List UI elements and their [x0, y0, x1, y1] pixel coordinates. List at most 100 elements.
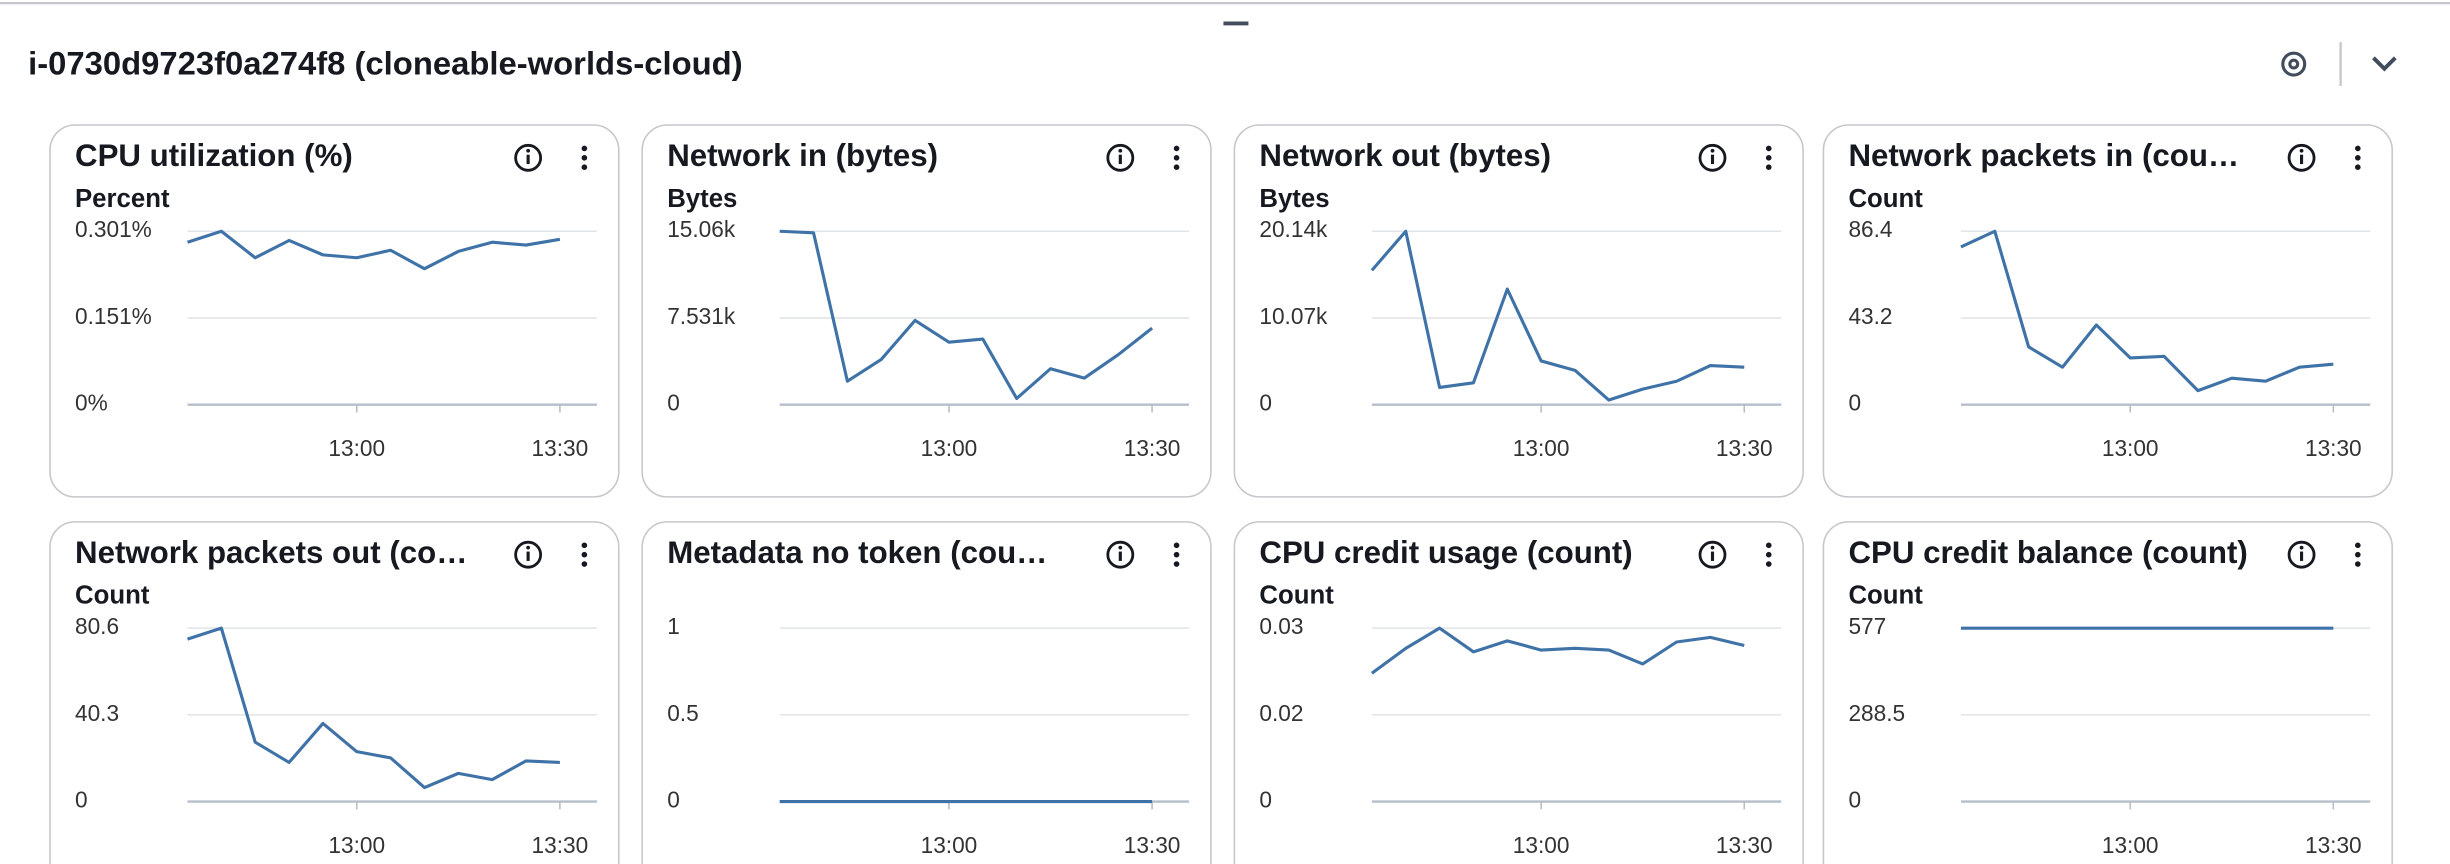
menu-button[interactable]: [581, 145, 588, 170]
info-icon: [2299, 545, 2304, 550]
menu-dot: [1173, 164, 1180, 170]
widget-card: [1822, 521, 2393, 864]
info-button[interactable]: [1698, 143, 1727, 172]
menu-dot: [1173, 155, 1180, 161]
y-tick-label: 0: [667, 390, 680, 416]
collapse-button[interactable]: [2372, 56, 2397, 72]
widget-card: [1233, 521, 1804, 864]
x-tick-label: 13:30: [532, 832, 589, 858]
menu-button[interactable]: [2355, 542, 2361, 567]
info-icon: [526, 545, 530, 550]
info-icon: [1106, 540, 1135, 569]
info-button[interactable]: [1698, 540, 1727, 569]
y-tick-label: 0: [667, 787, 680, 813]
menu-dot: [581, 542, 588, 549]
y-tick-label: 15.06k: [667, 216, 736, 242]
x-tick-label: 13:30: [1124, 435, 1181, 461]
y-tick-label: 43.2: [1848, 303, 1892, 329]
y-tick-label: 0.02: [1259, 700, 1303, 726]
y-tick-label: 7.531k: [667, 303, 736, 329]
info-icon: [1118, 545, 1123, 550]
menu-dot: [1173, 542, 1180, 549]
x-tick-label: 13:30: [2305, 832, 2362, 858]
data-line: [1960, 229, 2334, 393]
menu-button[interactable]: [2355, 145, 2361, 170]
info-button[interactable]: [1106, 143, 1135, 172]
x-tick-label: 13:00: [1513, 435, 1570, 461]
x-tick-label: 13:00: [2102, 832, 2159, 858]
info-button[interactable]: [514, 540, 543, 569]
widget-title: Network out (bytes): [1259, 138, 1551, 173]
info-button[interactable]: [2287, 540, 2316, 569]
widget-title: CPU utilization (%): [75, 138, 353, 173]
menu-button[interactable]: [1173, 145, 1180, 170]
y-tick-label: 1: [667, 613, 680, 639]
unit-label: Percent: [75, 185, 170, 213]
info-icon: [1118, 148, 1123, 153]
menu-dot: [1765, 164, 1772, 170]
x-tick-label: 13:30: [532, 435, 589, 461]
unit-label: Bytes: [1259, 185, 1329, 213]
data-line: [187, 626, 560, 790]
info-icon: [1698, 143, 1727, 172]
x-tick-label: 13:30: [1716, 435, 1773, 461]
x-tick-label: 13:00: [1513, 832, 1570, 858]
widget-title: CPU credit balance (count): [1848, 535, 2247, 570]
data-line: [779, 229, 1154, 401]
info-icon: [1698, 540, 1727, 569]
widget-card: [49, 521, 620, 864]
y-tick-label: 20.14k: [1259, 216, 1328, 242]
info-icon: [526, 148, 530, 153]
info-icon: [2287, 143, 2316, 172]
menu-dot: [581, 561, 588, 567]
info-icon: [2287, 540, 2316, 569]
y-tick-label: 0: [1848, 787, 1861, 813]
widget-title: Network in (bytes): [667, 138, 938, 173]
y-tick-label: 80.6: [75, 613, 119, 639]
widget-title: CPU credit usage (count): [1259, 535, 1632, 570]
menu-dot: [581, 155, 588, 161]
menu-dot: [2355, 561, 2361, 567]
y-tick-label: 0%: [75, 390, 108, 416]
y-tick-label: 0.151%: [75, 303, 152, 329]
y-tick-label: 0: [75, 787, 88, 813]
settings-button[interactable]: [2281, 51, 2307, 77]
x-tick-label: 13:30: [1716, 832, 1773, 858]
y-tick-label: 0: [1848, 390, 1861, 416]
info-button[interactable]: [514, 143, 543, 172]
info-icon: [1710, 545, 1715, 550]
x-tick-label: 13:00: [921, 832, 978, 858]
x-tick-label: 13:00: [328, 435, 385, 461]
menu-dot: [2355, 551, 2361, 558]
menu-dot: [1765, 155, 1772, 161]
menu-dot: [1173, 561, 1180, 567]
x-tick-label: 13:30: [2305, 435, 2362, 461]
y-tick-label: 0.301%: [75, 216, 152, 242]
menu-dot: [1765, 561, 1772, 567]
menu-button[interactable]: [1173, 542, 1180, 567]
x-tick-label: 13:00: [921, 435, 978, 461]
info-icon: [514, 143, 543, 172]
info-icon: [2299, 148, 2304, 153]
widget-card: [641, 521, 1212, 864]
unit-label: Bytes: [667, 185, 737, 213]
menu-dot: [1173, 551, 1180, 558]
menu-dot: [2355, 542, 2361, 549]
info-icon: [1710, 148, 1715, 153]
widget-title: Network packets in (cou…: [1848, 138, 2239, 173]
menu-dot: [2355, 155, 2361, 161]
menu-button[interactable]: [1765, 145, 1772, 170]
info-button[interactable]: [2287, 143, 2316, 172]
menu-button[interactable]: [1765, 542, 1772, 567]
data-line: [1370, 229, 1745, 402]
menu-button[interactable]: [581, 542, 588, 567]
menu-dot: [2355, 145, 2361, 152]
info-button[interactable]: [1106, 540, 1135, 569]
widget-title: Metadata no token (cou…: [667, 535, 1047, 570]
x-tick-label: 13:30: [1124, 832, 1181, 858]
y-tick-label: 10.07k: [1259, 303, 1328, 329]
unit-label: Count: [75, 582, 150, 610]
